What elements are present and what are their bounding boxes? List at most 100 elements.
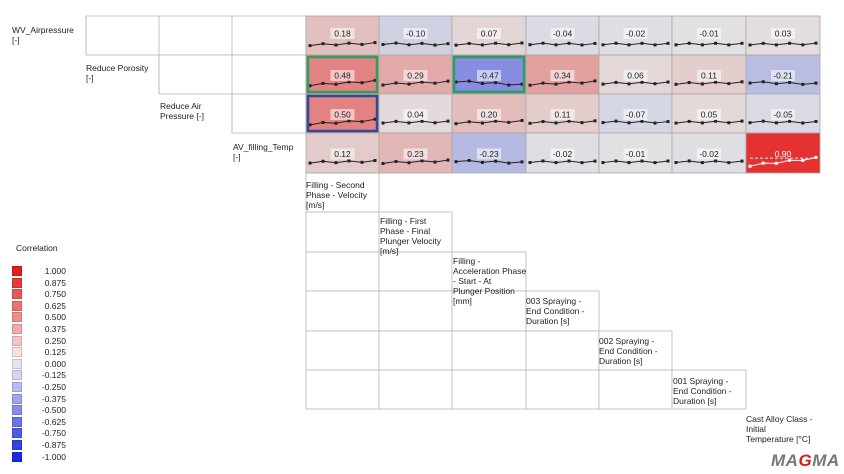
value-label: -0.07 [626, 110, 646, 120]
trend-point [788, 80, 792, 84]
heatmap-cell: 0.11 [525, 93, 600, 134]
trend-line [602, 160, 669, 164]
trend-point [714, 41, 718, 45]
legend-label: -1.000 [41, 451, 66, 462]
column-label-cell [378, 369, 453, 410]
trend-point [360, 42, 364, 46]
trend-point [640, 119, 644, 123]
trend-point [308, 84, 312, 88]
value-label: -0.01 [699, 29, 719, 39]
trend-line [382, 120, 449, 124]
trend-point [494, 159, 498, 163]
logo-text-right: MA [812, 451, 840, 470]
trend-point [347, 159, 351, 163]
trend-point [507, 83, 511, 87]
legend-label: -0.875 [41, 440, 66, 450]
value-label-bg [477, 70, 501, 81]
legend-item: 0.875 [12, 277, 66, 288]
legend-label: 1.000 [44, 266, 66, 276]
trend-point [541, 159, 545, 163]
trend-point [627, 43, 631, 47]
heatmap-cell: 0.12 [305, 132, 380, 174]
trend-point [727, 121, 731, 125]
trend-point [347, 119, 351, 123]
value-label-bg [550, 28, 575, 39]
trend-point [774, 43, 778, 47]
legend-label: -0.125 [41, 370, 66, 381]
trend-point [727, 43, 731, 47]
heatmap-cell: -0.02 [525, 132, 600, 174]
trend-point [593, 119, 597, 123]
heatmap-cell: -0.02 [671, 132, 747, 174]
legend-item: -0.625 [12, 416, 66, 427]
logo-text-mid: G [798, 451, 813, 470]
heatmap-cell: 0.18 [305, 15, 380, 56]
trend-point [360, 160, 364, 164]
value-label: 0.48 [334, 71, 351, 81]
trend-point [666, 41, 670, 45]
value-label: 0.05 [701, 110, 718, 120]
trend-point [520, 82, 524, 86]
trend-point [700, 161, 704, 165]
legend-swatch [12, 300, 22, 311]
trend-point [381, 42, 385, 46]
value-label: -0.02 [553, 149, 573, 159]
magma-logo: MAGMA [771, 451, 840, 471]
value-label: -0.01 [626, 149, 646, 159]
trend-point [580, 121, 584, 125]
highlight-box [306, 55, 379, 94]
legend-item: 0.750 [12, 289, 66, 300]
trend-point [601, 121, 605, 125]
legend-label: 0.875 [44, 277, 66, 288]
legend-label: 0.250 [44, 335, 66, 346]
trend-point [347, 41, 351, 45]
trend-point [580, 43, 584, 47]
column-label-cell [598, 369, 673, 410]
legend-swatch [12, 335, 22, 346]
trend-point [748, 121, 752, 125]
trend-point [467, 79, 471, 83]
value-label: 0.34 [554, 71, 571, 81]
legend-item: 0.125 [12, 347, 66, 358]
legend-item: 0.250 [12, 335, 66, 346]
trend-point [801, 82, 805, 86]
value-label-bg [477, 148, 501, 160]
trend-point [814, 119, 818, 123]
trend-point [687, 119, 691, 123]
legend-item: -1.000 [12, 451, 66, 462]
trend-point [520, 160, 524, 164]
trend-point [640, 80, 644, 84]
trend-line [675, 81, 743, 85]
trend-line [749, 81, 817, 85]
trend-point [394, 81, 398, 85]
trend-point [774, 82, 778, 86]
trend-point [454, 122, 458, 126]
legend-swatch [12, 324, 22, 334]
heatmap-cell: 0.50 [305, 93, 380, 134]
value-label: -0.05 [773, 110, 793, 120]
legend-item: 0.625 [12, 300, 66, 311]
row-label-cell [158, 54, 307, 95]
trend-point [360, 120, 364, 124]
trend-point [653, 121, 657, 125]
trend-point [740, 119, 744, 123]
heatmap-cell: 0.90 [745, 132, 821, 174]
value-label-bg [771, 70, 795, 81]
trend-point [748, 81, 752, 85]
trend-point [373, 41, 377, 45]
legend-swatch [12, 370, 22, 381]
value-label-bg [697, 28, 721, 39]
row-label-1: Reduce Porosity [-] [86, 63, 149, 83]
trend-point [334, 121, 338, 125]
trend-point [674, 43, 678, 47]
legend-label: -0.250 [41, 382, 66, 392]
trend-point [407, 82, 411, 86]
trend-line [382, 42, 449, 46]
trend-point [666, 120, 670, 124]
column-label-cell [671, 369, 747, 410]
trend-point [640, 41, 644, 45]
column-label-cell [598, 330, 673, 371]
value-label-bg [697, 148, 721, 160]
trend-point [467, 158, 471, 162]
trend-line [455, 119, 523, 125]
